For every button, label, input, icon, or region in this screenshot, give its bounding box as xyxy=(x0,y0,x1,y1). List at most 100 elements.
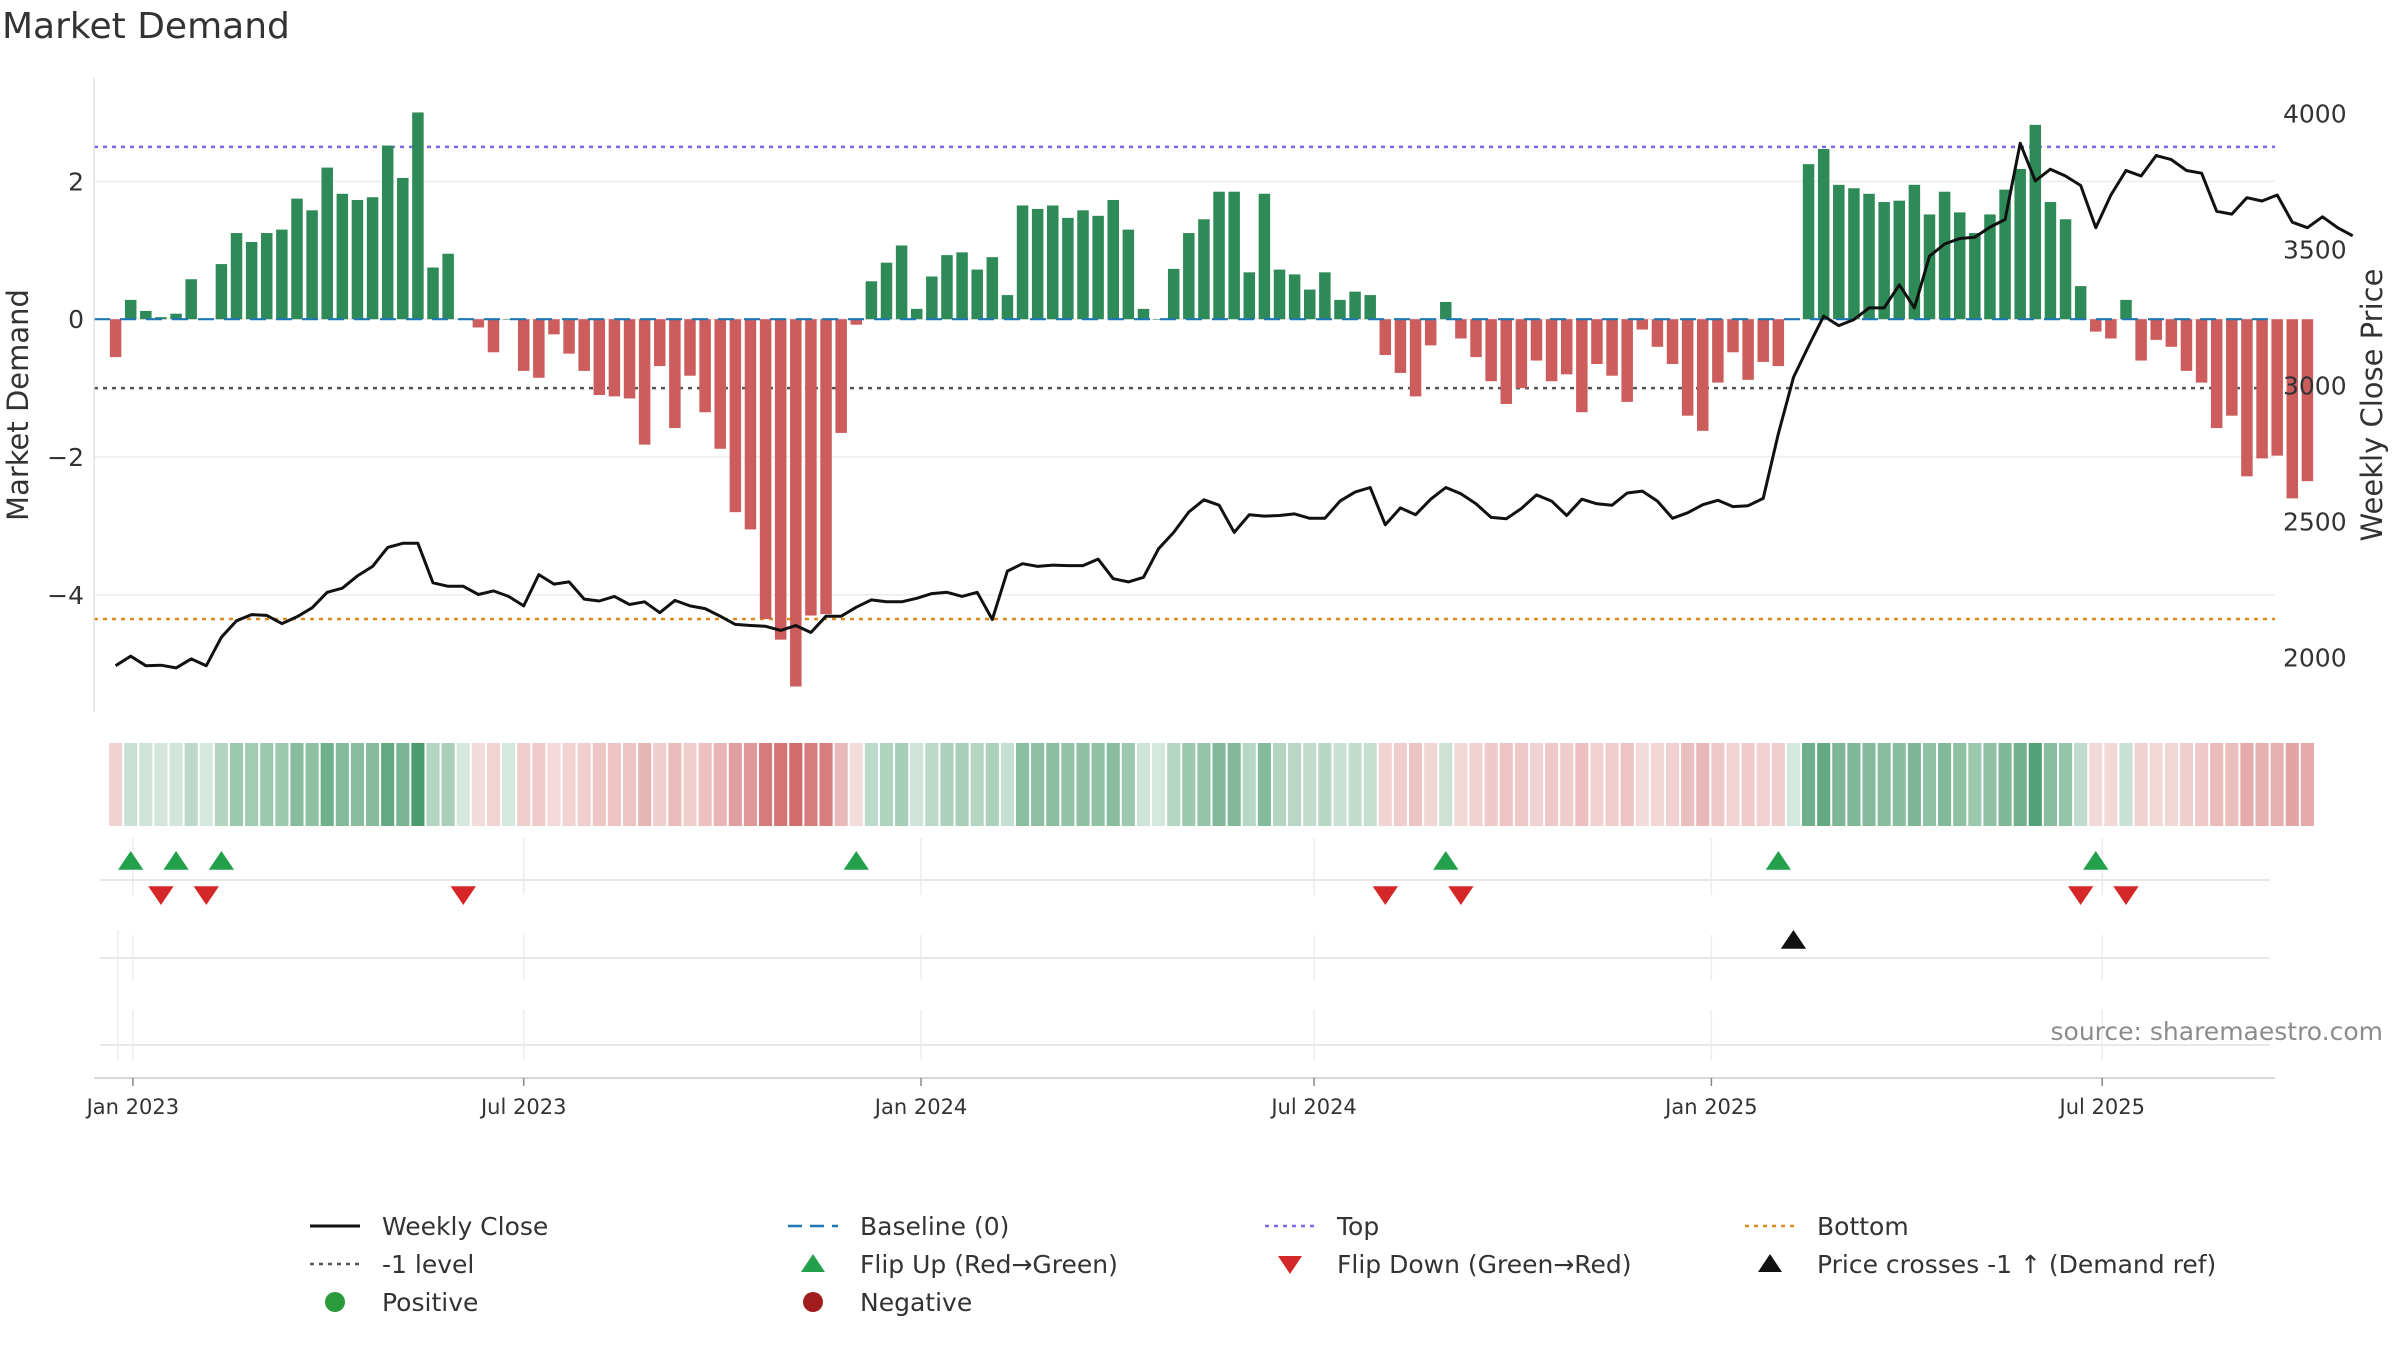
demand-bar-negative xyxy=(2226,319,2238,416)
demand-bar-negative xyxy=(109,319,122,358)
heat-cell xyxy=(2240,743,2254,826)
heat-cell xyxy=(1499,743,1513,826)
demand-bar-positive xyxy=(442,253,454,320)
demand-bar-negative xyxy=(2180,319,2193,371)
heat-cell xyxy=(1696,743,1710,826)
legend-item: Flip Down (Green→Red) xyxy=(1255,1245,1632,1283)
demand-bar-positive xyxy=(1152,319,1165,320)
demand-bar-positive xyxy=(1183,233,1195,320)
demand-bar-negative xyxy=(1409,319,1422,397)
heat-cell xyxy=(1333,743,1347,826)
heat-cell xyxy=(2225,743,2239,826)
heat-cell xyxy=(456,743,470,826)
legend-symbol xyxy=(1278,1256,1302,1274)
demand-bar-negative xyxy=(2165,319,2178,347)
heat-cell xyxy=(335,743,349,826)
demand-bar-positive xyxy=(412,112,424,320)
heat-cell xyxy=(1272,743,1287,826)
heat-cell xyxy=(653,743,667,826)
demand-bar-negative xyxy=(774,319,787,640)
demand-bar-negative xyxy=(1545,319,1558,382)
heat-cell xyxy=(1802,743,1816,826)
heat-cell xyxy=(1393,743,1407,826)
demand-bar-negative xyxy=(1455,319,1467,339)
demand-bar-negative xyxy=(1651,319,1664,347)
demand-bar-positive xyxy=(1364,295,1376,320)
demand-bar-negative xyxy=(669,319,681,429)
demand-bar-negative xyxy=(790,319,802,687)
legend-label: Bottom xyxy=(1817,1211,1909,1241)
heat-cell xyxy=(1665,743,1680,826)
heat-cell xyxy=(1726,743,1740,826)
heat-cell xyxy=(109,743,123,826)
demand-bar-negative xyxy=(472,319,485,328)
legend-label: Baseline (0) xyxy=(860,1211,1010,1241)
demand-bar-positive xyxy=(1969,233,1981,320)
demand-bar-positive xyxy=(2120,299,2132,320)
y-tick-label: −4 xyxy=(47,581,84,610)
heat-cell xyxy=(1076,743,1090,826)
flip-down-marker xyxy=(2068,886,2094,905)
legend-symbol xyxy=(803,1292,823,1312)
legend-symbol xyxy=(325,1292,345,1312)
demand-bar-positive xyxy=(1243,272,1256,320)
heat-cell xyxy=(2300,743,2314,826)
demand-bar-negative xyxy=(2135,319,2147,361)
demand-bar-negative xyxy=(1424,319,1437,346)
heat-cell xyxy=(1681,743,1695,826)
demand-bar-positive xyxy=(1349,291,1361,320)
demand-bar-positive xyxy=(1062,217,1074,320)
heat-cell xyxy=(1182,743,1196,826)
demand-bar-positive xyxy=(397,177,409,320)
demand-bar-negative xyxy=(1394,319,1407,373)
demand-bar-negative xyxy=(1379,319,1392,356)
heat-cell xyxy=(1031,743,1045,826)
flip-up-marker xyxy=(2083,851,2109,870)
y2-axis-label: Weekly Close Price xyxy=(2355,269,2389,542)
heat-cell xyxy=(426,743,440,826)
heat-cell xyxy=(1318,743,1332,826)
demand-bar-negative xyxy=(487,319,500,353)
y2-tick-label: 2500 xyxy=(2283,508,2347,537)
legend-item: Bottom xyxy=(1735,1207,1909,1245)
heat-cell xyxy=(1439,743,1453,826)
legend-symbol xyxy=(1758,1254,1782,1272)
heat-cell xyxy=(1983,743,1997,826)
flip-marker-panels xyxy=(100,838,2270,1060)
heat-cell xyxy=(925,743,939,826)
heat-cell xyxy=(743,743,758,826)
heat-cell xyxy=(789,743,803,826)
heat-cell xyxy=(607,743,621,826)
legend-item: Flip Up (Red→Green) xyxy=(778,1245,1118,1283)
demand-bar-positive xyxy=(1137,308,1150,320)
demand-bar-positive xyxy=(1077,210,1089,320)
legend-symbol xyxy=(1265,1224,1315,1228)
legend-label: -1 level xyxy=(382,1249,475,1279)
heat-cell xyxy=(1529,743,1544,826)
demand-bar-positive xyxy=(986,257,999,320)
demand-bar-positive xyxy=(956,252,968,320)
heat-cell xyxy=(698,743,712,826)
heat-cell xyxy=(1046,743,1060,826)
demand-bar-negative xyxy=(533,319,545,378)
heat-cell xyxy=(1514,743,1528,826)
demand-bar-negative xyxy=(684,319,696,376)
legend-item: Positive xyxy=(300,1283,478,1321)
demand-bar-negative xyxy=(2210,319,2223,429)
legend-item: Price crosses -1 ↑ (Demand ref) xyxy=(1735,1245,2216,1283)
demand-bar-negative xyxy=(1742,319,1754,380)
demand-bar-positive xyxy=(910,308,923,320)
heat-cell xyxy=(1560,743,1574,826)
demand-bar-negative xyxy=(2090,319,2102,332)
legend-symbol xyxy=(1745,1224,1795,1228)
demand-bar-positive xyxy=(140,310,152,320)
heat-cell xyxy=(2149,743,2163,826)
heat-cell xyxy=(2104,743,2118,826)
demand-bar-positive xyxy=(185,279,197,320)
flip-down-marker xyxy=(2113,886,2139,905)
x-tick-label: Jul 2023 xyxy=(479,1095,566,1119)
axes: 2 0 −2 −4 4000 3500 3000 2500 2000 Market Demand W… xyxy=(1,78,2389,712)
heat-cell xyxy=(124,743,138,826)
heat-cell xyxy=(1136,743,1151,826)
